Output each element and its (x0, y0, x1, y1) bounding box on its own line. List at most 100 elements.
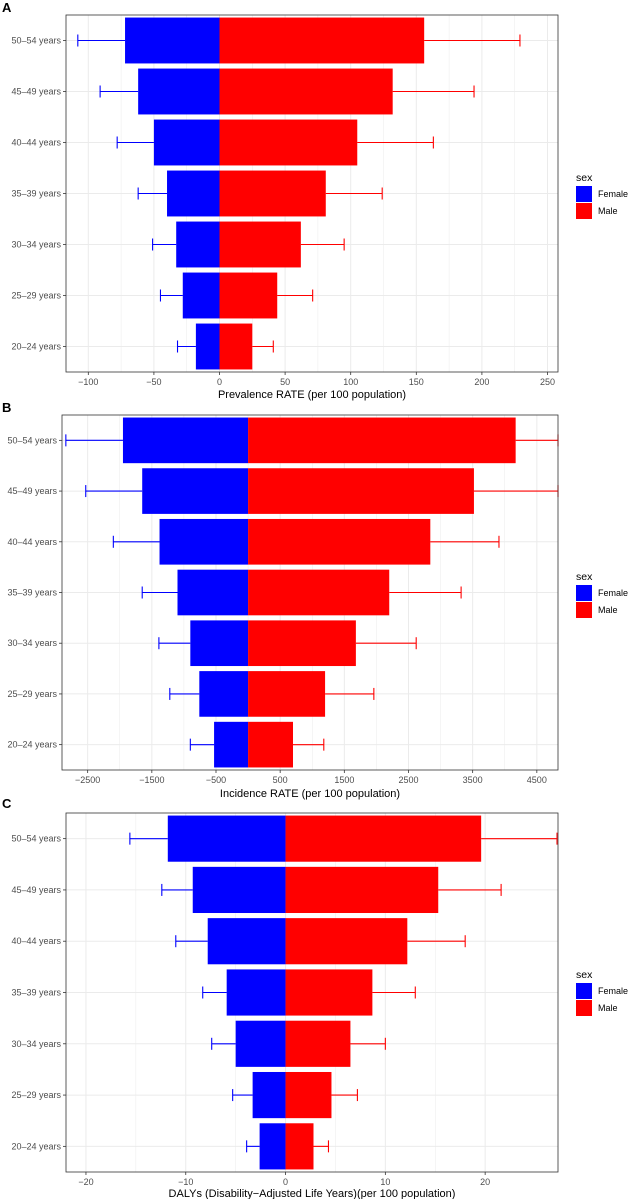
x-tick-label: −1500 (139, 775, 164, 785)
y-tick-label: 45–49 years (11, 885, 61, 895)
bar-female-6 (182, 272, 220, 319)
panel-letter: C (2, 796, 12, 811)
bar-female-1 (125, 17, 220, 64)
legend-key-female (576, 585, 592, 601)
bar-male-6 (285, 1071, 332, 1119)
y-tick-label: 35–39 years (11, 988, 61, 998)
bar-female-3 (207, 918, 286, 965)
bar-female-4 (177, 569, 249, 616)
chart-panel-c: C 50–54 years 45–49 years 40–44 years 35–39 … (2, 796, 628, 1199)
bar-male-2 (219, 68, 393, 115)
bar-male-5 (285, 1020, 351, 1067)
bar-female-1 (167, 815, 286, 862)
legend-title: sex (576, 172, 593, 184)
y-tick-label: 30–34 years (11, 240, 61, 250)
legend-title: sex (576, 571, 593, 583)
bar-male-4 (285, 969, 373, 1016)
x-tick-label: 1500 (334, 775, 354, 785)
bar-female-5 (190, 620, 249, 667)
x-tick-label: −10 (178, 1177, 193, 1187)
x-tick-label: 250 (540, 377, 555, 387)
bar-female-5 (176, 221, 220, 268)
bar-female-2 (192, 866, 286, 914)
y-tick-label: 35–39 years (11, 189, 61, 199)
x-tick-label: 4500 (527, 775, 547, 785)
bar-female-3 (153, 119, 220, 166)
chart-panel-b: B 50–54 years 45–49 years 40–44 years 35–39 … (2, 400, 628, 800)
legend: sex Female Male (576, 969, 628, 1016)
y-tick-label: 50–54 years (11, 834, 61, 844)
x-tick-label: 0 (283, 1177, 288, 1187)
y-tick-label: 20–24 years (7, 740, 57, 750)
legend-key-female (576, 186, 592, 202)
chart-panel-a: A 50–54 years 45–49 years 40–44 years 35–39 … (2, 0, 628, 401)
bar-male-4 (248, 569, 390, 616)
x-tick-label: 0 (217, 377, 222, 387)
legend-label-male: Male (598, 206, 618, 216)
legend-key-female (576, 983, 592, 999)
legend-key-male (576, 203, 592, 219)
y-tick-label: 45–49 years (7, 486, 57, 496)
bar-female-7 (195, 323, 220, 370)
legend-title: sex (576, 969, 593, 981)
x-tick-label: 100 (343, 377, 358, 387)
bar-female-3 (159, 518, 249, 565)
legend-label-male: Male (598, 605, 618, 615)
bar-female-1 (122, 417, 249, 464)
y-tick-label: 45–49 years (11, 87, 61, 97)
bar-male-1 (285, 815, 482, 862)
y-tick-label: 50–54 years (7, 435, 57, 445)
x-tick-label: 2500 (398, 775, 418, 785)
bar-female-2 (138, 68, 220, 115)
bar-female-2 (142, 468, 249, 514)
x-axis-label: Prevalence RATE (per 100 population) (218, 389, 406, 401)
x-tick-label: −2500 (75, 775, 100, 785)
bar-male-4 (219, 170, 326, 217)
x-axis-label: DALYs (Disability−Adjusted Life Years)(p… (169, 1188, 456, 1199)
x-tick-label: 150 (409, 377, 424, 387)
legend-label-female: Female (598, 588, 628, 598)
panel-letter: A (2, 0, 12, 15)
y-tick-label: 35–39 years (7, 588, 57, 598)
legend-key-male (576, 602, 592, 618)
legend-key-male (576, 1000, 592, 1016)
legend-label-male: Male (598, 1003, 618, 1013)
bar-female-7 (259, 1123, 286, 1170)
x-tick-label: −500 (206, 775, 226, 785)
bar-male-1 (219, 17, 425, 64)
y-tick-label: 25–29 years (11, 291, 61, 301)
x-tick-label: 500 (273, 775, 288, 785)
y-tick-label: 20–24 years (11, 1141, 61, 1151)
x-tick-label: 10 (380, 1177, 390, 1187)
bar-male-7 (219, 323, 253, 370)
x-axis-label: Incidence RATE (per 100 population) (220, 788, 400, 800)
bar-male-5 (248, 620, 356, 667)
bar-male-3 (285, 918, 408, 965)
bar-male-5 (219, 221, 301, 268)
y-tick-label: 25–29 years (11, 1090, 61, 1100)
y-tick-label: 25–29 years (7, 689, 57, 699)
y-tick-label: 40–44 years (11, 138, 61, 148)
bar-male-3 (219, 119, 358, 166)
bar-male-2 (285, 866, 439, 914)
bar-female-4 (167, 170, 220, 217)
panel-letter: B (2, 400, 11, 415)
bar-male-7 (248, 721, 293, 768)
x-tick-label: 20 (480, 1177, 490, 1187)
y-tick-label: 50–54 years (11, 36, 61, 46)
bar-male-3 (248, 518, 431, 565)
y-tick-label: 40–44 years (11, 936, 61, 946)
bar-female-5 (235, 1020, 286, 1067)
y-tick-label: 30–34 years (7, 638, 57, 648)
x-tick-label: 50 (280, 377, 290, 387)
x-tick-label: −20 (78, 1177, 93, 1187)
bar-male-6 (248, 671, 326, 717)
bar-female-7 (214, 721, 249, 768)
bar-female-6 (199, 671, 249, 717)
legend-label-female: Female (598, 986, 628, 996)
legend: sex Female Male (576, 571, 628, 618)
bar-male-2 (248, 468, 474, 514)
x-tick-label: 200 (474, 377, 489, 387)
bar-male-7 (285, 1123, 314, 1170)
y-tick-label: 40–44 years (7, 537, 57, 547)
